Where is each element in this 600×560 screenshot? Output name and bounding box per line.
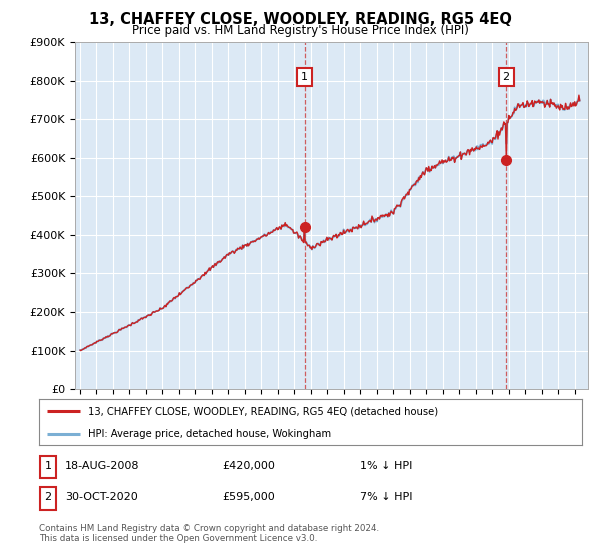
- Text: 13, CHAFFEY CLOSE, WOODLEY, READING, RG5 4EQ: 13, CHAFFEY CLOSE, WOODLEY, READING, RG5…: [89, 12, 511, 27]
- Text: 2: 2: [503, 72, 509, 82]
- Text: £595,000: £595,000: [222, 492, 275, 502]
- Text: Price paid vs. HM Land Registry's House Price Index (HPI): Price paid vs. HM Land Registry's House …: [131, 24, 469, 36]
- Text: 30-OCT-2020: 30-OCT-2020: [65, 492, 137, 502]
- Text: 2: 2: [44, 492, 52, 502]
- Text: 1: 1: [301, 72, 308, 82]
- Text: 13, CHAFFEY CLOSE, WOODLEY, READING, RG5 4EQ (detached house): 13, CHAFFEY CLOSE, WOODLEY, READING, RG5…: [88, 406, 438, 416]
- Text: 18-AUG-2008: 18-AUG-2008: [65, 461, 139, 471]
- Text: £420,000: £420,000: [222, 461, 275, 471]
- Text: 1% ↓ HPI: 1% ↓ HPI: [360, 461, 412, 471]
- Text: This data is licensed under the Open Government Licence v3.0.: This data is licensed under the Open Gov…: [39, 534, 317, 543]
- Text: HPI: Average price, detached house, Wokingham: HPI: Average price, detached house, Woki…: [88, 429, 331, 439]
- Text: Contains HM Land Registry data © Crown copyright and database right 2024.: Contains HM Land Registry data © Crown c…: [39, 524, 379, 533]
- Text: 1: 1: [44, 461, 52, 471]
- Text: 7% ↓ HPI: 7% ↓ HPI: [360, 492, 413, 502]
